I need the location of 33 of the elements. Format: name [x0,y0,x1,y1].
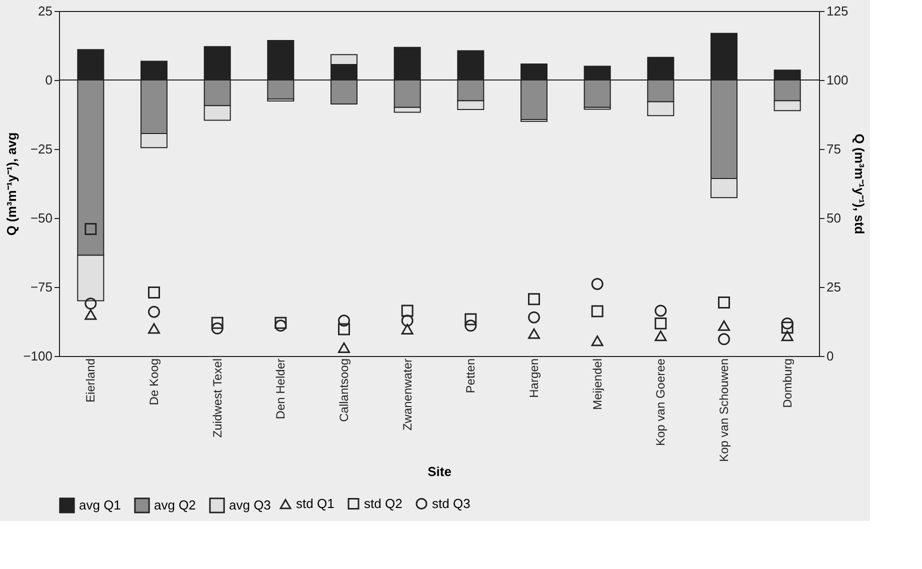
y2-tick-label: 75 [826,142,841,156]
y-tick-label: −25 [30,142,52,156]
y-tick-label: −50 [30,210,52,226]
y-axis-title: Q (m³m⁻¹y⁻¹), avg [4,132,20,236]
x-tick-label: Hargen [527,358,541,398]
y2-tick-label: 50 [826,210,841,226]
x-tick-label: De Koog [147,358,161,406]
y2-tick-label: 125 [826,4,848,18]
x-tick-label: Eierland [84,358,98,403]
legend-label: std Q3 [432,496,470,511]
x-axis-title: Site [428,464,452,479]
x-tick-label: Kop van Goeree [654,358,668,446]
x-tick-label: Petten [464,358,478,394]
x-tick-label: Domburg [780,358,794,408]
legend-label: std Q1 [296,496,334,512]
y-tick-label: 25 [38,4,52,18]
x-tick-label: Callantsoog [337,358,351,422]
legend-label: avg Q2 [154,497,196,512]
x-tick-label: Den Helder [274,358,288,420]
x-tick-label: Kop van Schouwen [717,358,731,462]
x-tick-label: Zuidwest Texel [210,358,224,438]
y-tick-label: −100 [23,348,52,364]
y2-axis-title: Q (m³m⁻¹y⁻¹), std [852,134,868,234]
legend-label: std Q2 [364,496,402,511]
legend-label: avg Q1 [79,497,121,512]
x-tick-label: Zwanenwater [400,358,414,431]
y2-tick-label: 100 [826,72,848,88]
y2-tick-label: 25 [826,280,841,294]
y-tick-label: 0 [45,72,52,88]
y-tick-label: −75 [30,280,52,294]
x-tick-label: Meijendel [590,358,604,410]
y2-tick-label: 0 [826,348,834,364]
legend-label: avg Q3 [229,497,271,512]
